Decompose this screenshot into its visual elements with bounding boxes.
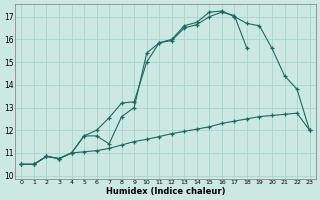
X-axis label: Humidex (Indice chaleur): Humidex (Indice chaleur) [106, 187, 225, 196]
